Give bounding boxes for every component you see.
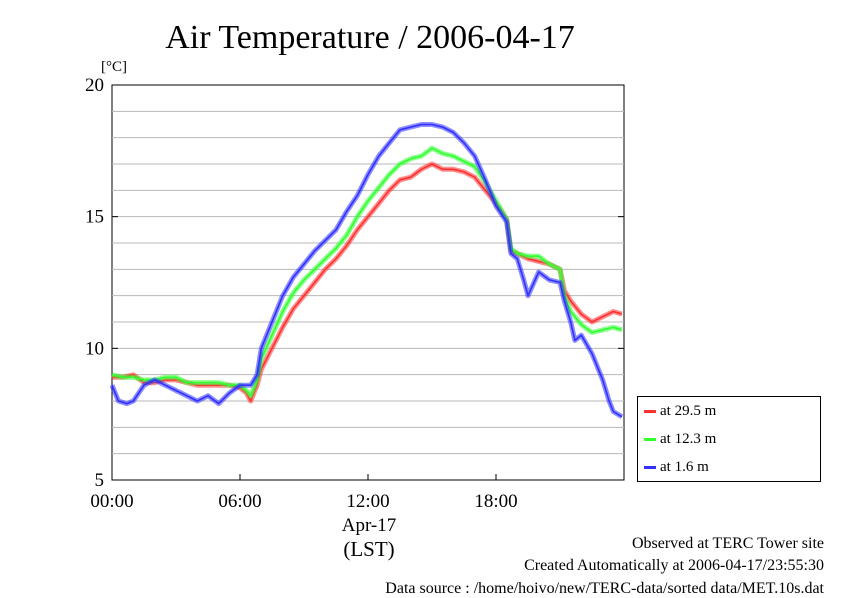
y-axis-unit-label: [°C] xyxy=(101,59,127,75)
y-tick-label: 10 xyxy=(85,338,104,359)
y-axis-ticks: 5 10 15 20 xyxy=(85,75,624,491)
y-tick-label: 20 xyxy=(85,75,104,96)
legend-item-1-6m: at 1.6 m xyxy=(644,458,709,476)
grid-lines xyxy=(112,110,624,455)
x-tick-label: 00:00 xyxy=(90,491,133,512)
legend-label: at 12.3 m xyxy=(660,430,717,447)
series-lines xyxy=(109,122,624,419)
series-line-0 xyxy=(112,163,623,402)
legend-item-29-5m: at 29.5 m xyxy=(644,402,716,420)
plot-area xyxy=(111,84,625,481)
series-line-2 xyxy=(111,123,623,418)
x-tick-label: 06:00 xyxy=(218,491,261,512)
series-line-1 xyxy=(111,147,623,397)
x-tick-label: 12:00 xyxy=(346,491,389,512)
legend-swatch-blue xyxy=(644,465,656,469)
x-tick-label: 18:00 xyxy=(474,491,517,512)
series-band-2 xyxy=(109,122,624,419)
footer-observed-site: Observed at TERC Tower site xyxy=(631,535,824,552)
legend-label: at 1.6 m xyxy=(660,458,709,475)
y-tick-label: 5 xyxy=(95,470,105,491)
legend-swatch-green xyxy=(644,437,656,441)
footer-data-source: Data source : /home/hoivo/new/TERC-data/… xyxy=(385,580,824,597)
chart-title: Air Temperature / 2006-04-17 xyxy=(165,19,575,56)
x-axis-ticks: 00:00 06:00 12:00 18:00 xyxy=(90,474,518,512)
footer-created-timestamp: Created Automatically at 2006-04-17/23:5… xyxy=(524,557,824,574)
chart-legend: at 29.5 m at 12.3 m at 1.6 m xyxy=(637,396,821,482)
x-axis-unit-label: (LST) xyxy=(343,537,394,561)
y-tick-label: 15 xyxy=(85,207,104,228)
legend-label: at 29.5 m xyxy=(660,402,717,419)
legend-item-12-3m: at 12.3 m xyxy=(644,430,716,448)
x-axis-date-label: Apr-17 xyxy=(342,515,397,536)
legend-swatch-red xyxy=(644,409,656,413)
series-band-1 xyxy=(111,145,623,399)
